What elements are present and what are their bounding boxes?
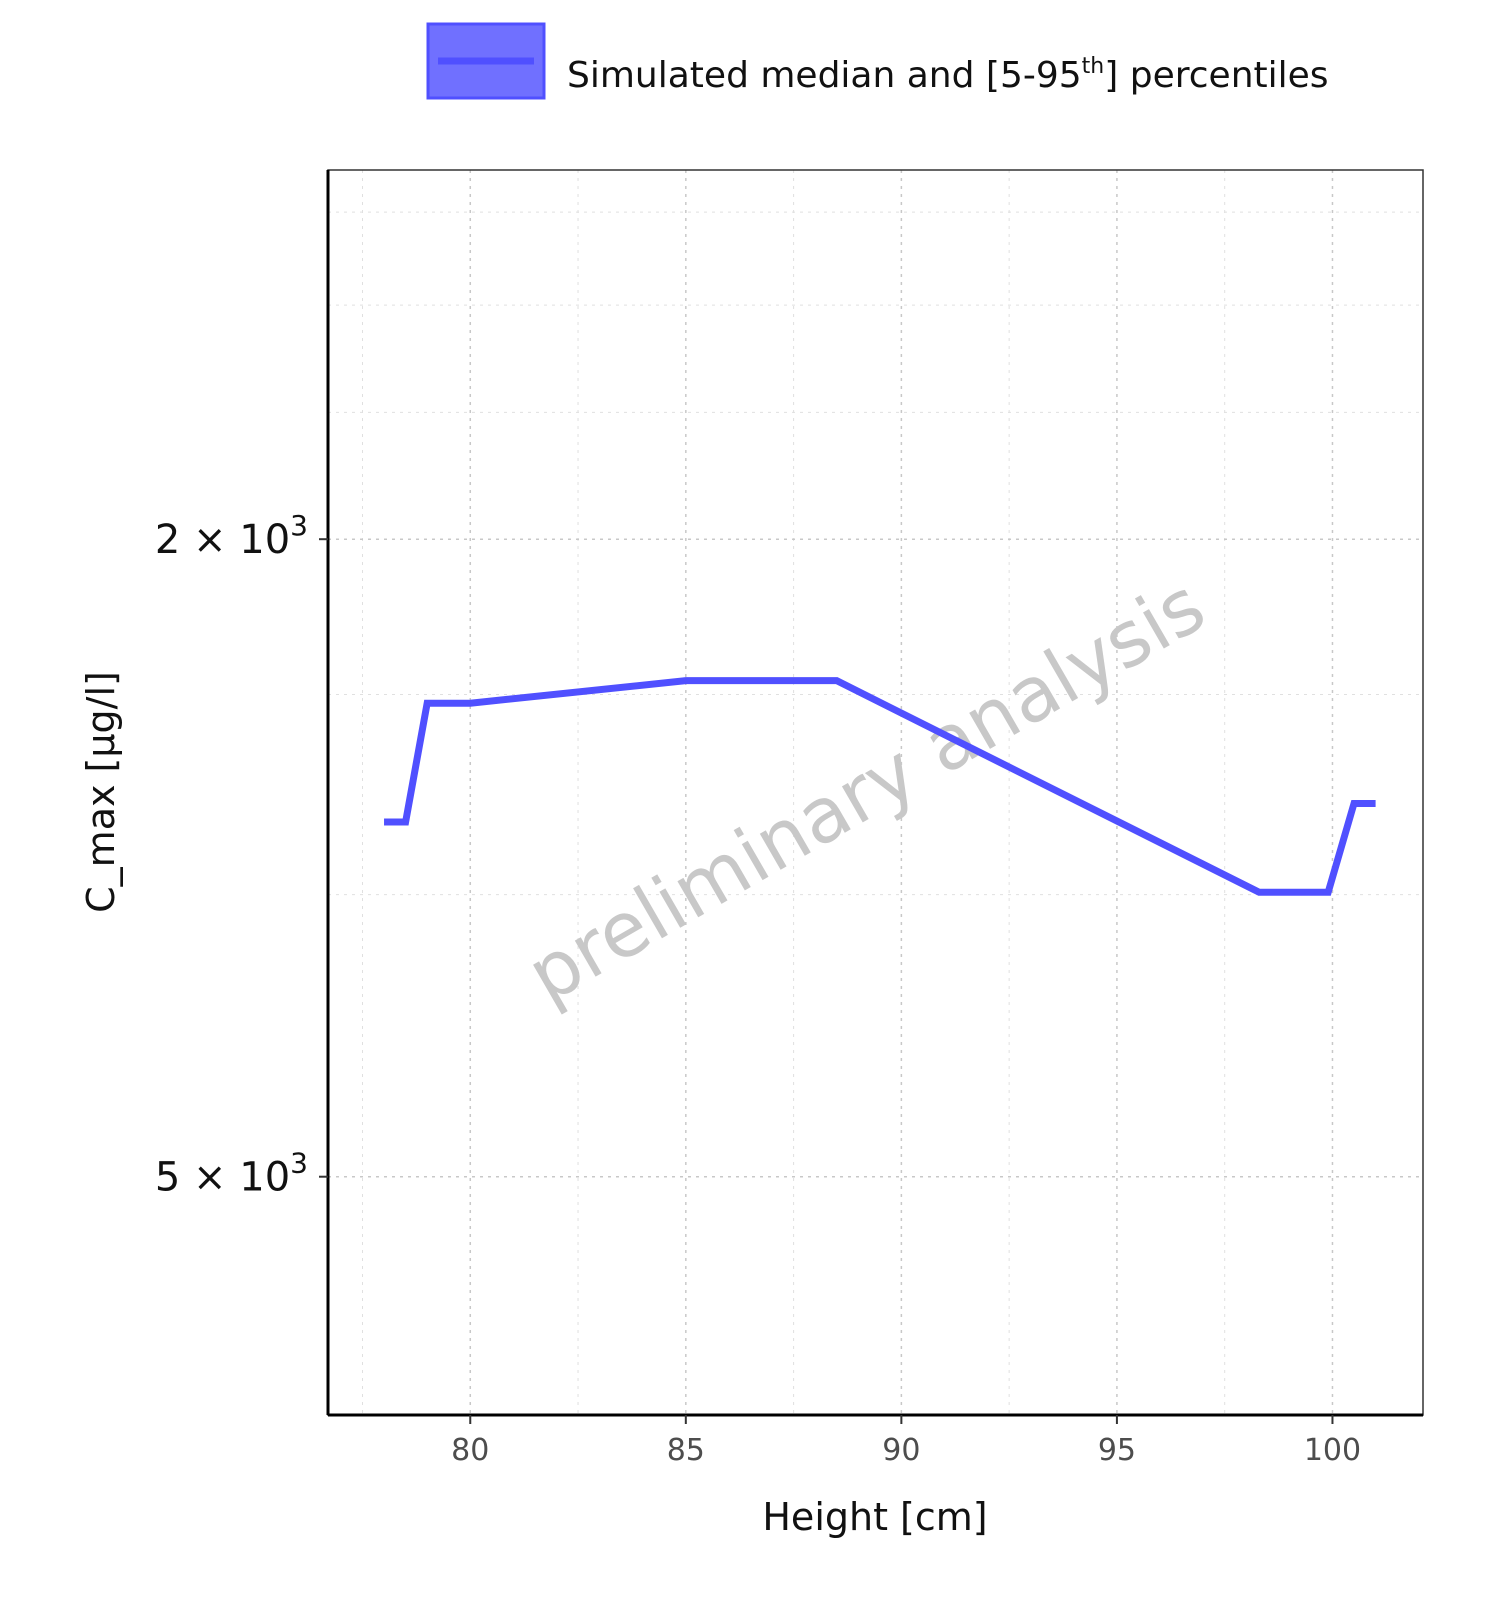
x-tick-label: 90 bbox=[882, 1433, 920, 1468]
legend: Simulated median and [5-95th] percentile… bbox=[426, 22, 1329, 100]
x-axis-title: Height [cm] bbox=[762, 1495, 987, 1539]
y-tick-label: 5 × 103 bbox=[155, 1147, 308, 1201]
x-tick-label: 85 bbox=[667, 1433, 705, 1468]
legend-label-end: ] percentiles bbox=[1104, 55, 1328, 96]
watermark: preliminary analysis bbox=[512, 560, 1219, 1019]
median-line bbox=[384, 677, 1376, 896]
y-tick-label: 2 × 103 bbox=[155, 509, 308, 563]
y-ticks: 5 × 103 2 × 103 bbox=[155, 509, 328, 1201]
x-tick-label: 95 bbox=[1098, 1433, 1136, 1468]
grid bbox=[328, 170, 1423, 1415]
legend-label: Simulated median and [5-95th] percentile… bbox=[567, 54, 1329, 96]
legend-label-sup: th bbox=[1082, 54, 1105, 79]
x-tick-label: 80 bbox=[451, 1433, 489, 1468]
x-ticks: 80 85 90 95 100 bbox=[451, 1415, 1361, 1468]
legend-label-main: Simulated median and [5-95 bbox=[567, 55, 1082, 96]
y-axis-title: C_max [µg/l] bbox=[79, 671, 123, 913]
x-tick-label: 100 bbox=[1304, 1433, 1361, 1468]
